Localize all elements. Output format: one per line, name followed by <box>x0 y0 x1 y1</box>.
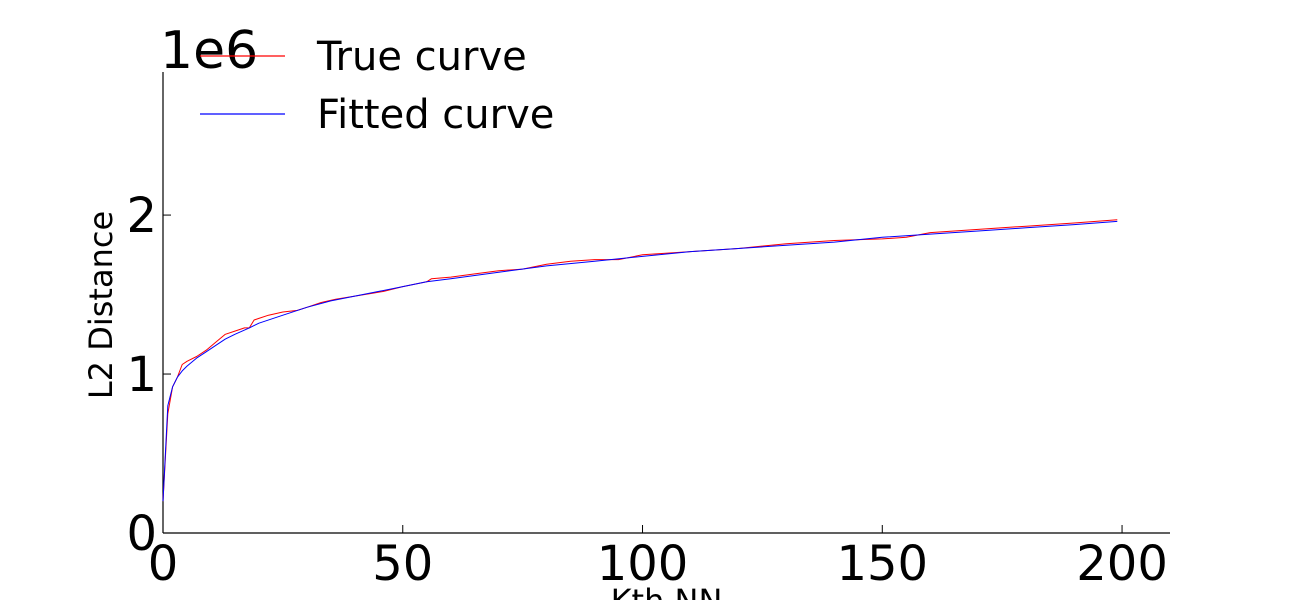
y-axis-multiplier: 1e6 <box>160 21 258 81</box>
series-line-fitted-curve <box>162 220 1118 502</box>
y-tick-label: 0 <box>126 506 157 562</box>
series-line-true-curve <box>162 219 1118 502</box>
axes <box>162 72 1170 534</box>
x-tick-label: 100 <box>597 536 689 592</box>
y-axis-ticks: 0 1 2 <box>126 188 171 562</box>
legend-entry-fitted-curve: Fitted curve <box>200 92 554 138</box>
series-lines <box>162 219 1118 502</box>
x-axis-ticks: 0 50 100 150 200 <box>148 525 1168 592</box>
legend-label-true-curve: True curve <box>316 34 527 80</box>
y-axis-label: L2 Distance <box>82 211 120 399</box>
legend-entry-true-curve: True curve <box>200 34 527 80</box>
x-tick-label: 0 <box>148 536 179 592</box>
x-tick-label: 150 <box>836 536 928 592</box>
y-tick-label: 2 <box>126 188 157 244</box>
legend: True curve Fitted curve <box>200 34 554 138</box>
x-tick-label: 50 <box>372 536 433 592</box>
legend-label-fitted-curve: Fitted curve <box>317 92 554 138</box>
y-tick-label: 1 <box>126 347 157 403</box>
x-tick-label: 200 <box>1076 536 1168 592</box>
x-axis-label: Kth NN <box>611 582 723 600</box>
